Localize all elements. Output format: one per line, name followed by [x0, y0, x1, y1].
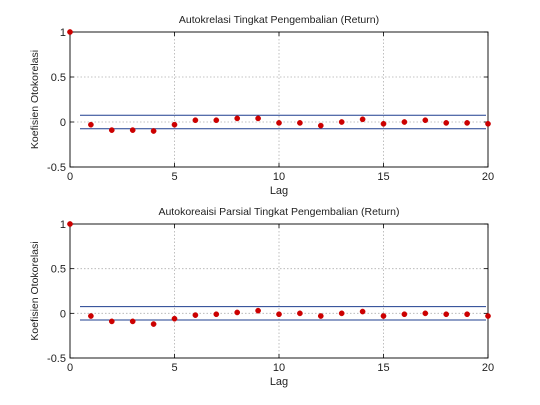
- data-point: [108, 127, 115, 133]
- data-point: [422, 117, 429, 124]
- x-axis-label: Lag: [270, 376, 288, 388]
- x-axis-label: Lag: [270, 185, 288, 197]
- x-tick-label: 15: [377, 171, 389, 183]
- x-tick-label: 20: [482, 171, 494, 183]
- y-tick-label: 1: [60, 27, 66, 39]
- data-point: [171, 121, 178, 128]
- x-tick-label: 5: [171, 171, 177, 183]
- data-point: [338, 310, 345, 317]
- x-tick-label: 0: [67, 362, 73, 374]
- y-axis-label: Koefisien Otokorelasi: [29, 241, 41, 340]
- data-point: [88, 121, 94, 128]
- data-point: [380, 313, 387, 319]
- data-point: [192, 312, 199, 318]
- data-point: [338, 119, 345, 125]
- data-point: [276, 120, 282, 126]
- data-point: [255, 115, 261, 122]
- data-point: [255, 307, 261, 314]
- data-point: [485, 120, 491, 127]
- y-tick-label: -0.5: [47, 162, 66, 174]
- y-tick-label: -0.5: [47, 353, 66, 365]
- data-point: [234, 115, 241, 122]
- chart-title: Autokoreaisi Parsial Tingkat Pengembalia…: [158, 206, 399, 218]
- data-point: [401, 119, 408, 125]
- data-point: [317, 122, 324, 129]
- data-point: [150, 321, 157, 327]
- data-point: [464, 311, 470, 318]
- y-tick-label: 0: [60, 308, 66, 320]
- data-point: [129, 127, 136, 133]
- data-point: [485, 313, 491, 319]
- data-point: [192, 117, 199, 124]
- data-point: [129, 318, 136, 325]
- y-tick-label: 0.5: [51, 264, 66, 276]
- data-point: [443, 120, 450, 126]
- data-point: [317, 313, 324, 319]
- data-point: [401, 311, 408, 318]
- data-point: [67, 221, 73, 227]
- x-tick-label: 20: [482, 362, 494, 374]
- x-tick-label: 10: [273, 362, 285, 374]
- data-point: [297, 120, 303, 126]
- data-point: [108, 318, 115, 325]
- data-point: [213, 117, 220, 124]
- data-point: [422, 310, 429, 317]
- x-tick-label: 0: [67, 171, 73, 183]
- data-point: [359, 116, 366, 123]
- data-point: [359, 308, 366, 315]
- data-point: [213, 311, 220, 318]
- y-axis-label: Koefisien Otokorelasi: [29, 50, 41, 149]
- data-point: [88, 313, 94, 319]
- data-point: [380, 120, 387, 127]
- data-point: [234, 309, 241, 316]
- chart-title: Autokrelasi Tingkat Pengembalian (Return…: [179, 14, 379, 26]
- data-point: [443, 311, 450, 318]
- data-point: [150, 128, 157, 134]
- data-point: [171, 315, 178, 322]
- y-tick-label: 0: [60, 117, 66, 129]
- data-point: [276, 311, 282, 318]
- x-tick-label: 5: [171, 362, 177, 374]
- data-point: [297, 310, 303, 317]
- data-point: [464, 120, 470, 126]
- y-tick-label: 1: [60, 219, 66, 231]
- x-tick-label: 10: [273, 171, 285, 183]
- data-point: [67, 29, 73, 35]
- y-tick-label: 0.5: [51, 72, 66, 84]
- x-tick-label: 15: [377, 362, 389, 374]
